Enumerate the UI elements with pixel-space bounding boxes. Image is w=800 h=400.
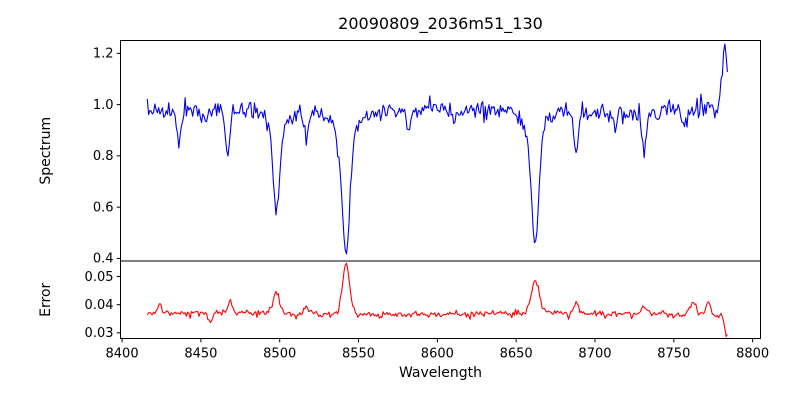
spectrum-y-tick-label: 1.2 bbox=[93, 47, 114, 62]
spectrum-y-tick-label: 0.6 bbox=[93, 200, 114, 215]
x-tick-label: 8600 bbox=[421, 347, 454, 362]
spectrum-y-tick-label: 0.8 bbox=[93, 149, 114, 164]
error-y-tick-label: 0.05 bbox=[85, 270, 114, 285]
x-axis-label: Wavelength bbox=[399, 365, 482, 381]
x-tick-label: 8700 bbox=[578, 347, 611, 362]
spectrum-y-axis-label: Spectrum bbox=[38, 117, 54, 185]
x-tick-label: 8450 bbox=[184, 347, 217, 362]
x-tick-label: 8400 bbox=[106, 347, 139, 362]
spectrum-frame bbox=[120, 40, 761, 262]
spectrum-y-tick-label: 1.0 bbox=[93, 98, 114, 113]
spectrum-y-tick-label: 0.4 bbox=[93, 252, 114, 267]
x-tick-label: 8800 bbox=[736, 347, 769, 362]
error-y-tick-label: 0.04 bbox=[85, 298, 114, 313]
error-y-tick-label: 0.03 bbox=[85, 326, 114, 341]
error-data-line bbox=[146, 262, 728, 338]
error-frame bbox=[120, 260, 761, 339]
x-tick-label: 8500 bbox=[263, 347, 296, 362]
x-tick-label: 8650 bbox=[500, 347, 533, 362]
spectrum-data-line bbox=[146, 43, 728, 255]
chart-title: 20090809_2036m51_130 bbox=[338, 14, 543, 34]
error-y-axis-label: Error bbox=[38, 282, 54, 316]
x-tick-label: 8550 bbox=[342, 347, 375, 362]
x-tick-label: 8750 bbox=[657, 347, 690, 362]
